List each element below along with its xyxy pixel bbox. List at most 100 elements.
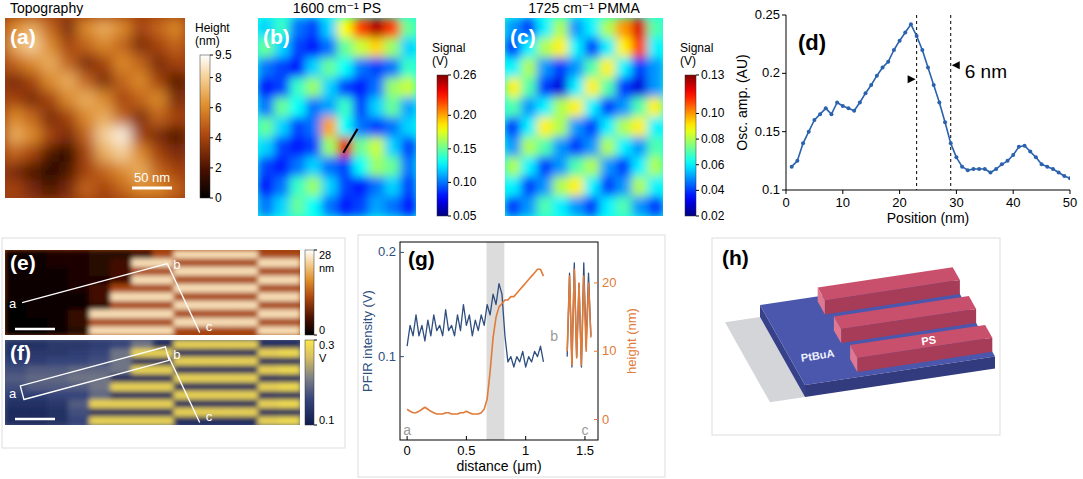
cell [68,250,90,259]
y-tick-label: 0.2 [378,244,396,259]
cell [68,349,90,358]
colorbar-tick-label: 0.02 [701,209,725,223]
image-ground [5,340,300,425]
cell [47,284,69,293]
cell [131,284,153,293]
colorbar-tick [210,55,213,56]
colorbar-tick [448,115,451,116]
cell [59,18,78,37]
colorbar-tick-label: 0.15 [453,142,477,156]
x-axis [786,190,1070,191]
arrowhead [908,75,916,83]
cell [174,327,196,336]
cell [584,58,600,78]
cell [337,157,353,177]
cell [321,196,337,216]
cell [216,293,238,302]
cell [68,310,90,319]
cell [131,318,153,327]
plot-data [407,242,591,440]
image [5,250,300,335]
colorbar-tick-label: 0.10 [453,175,477,189]
cell [258,408,280,417]
data-point [869,83,873,87]
data-point [1023,144,1027,148]
cell [59,108,78,127]
cell [47,293,69,302]
cell [131,310,153,319]
cell [47,310,69,319]
cell [167,54,185,73]
cell [279,276,300,285]
cell [505,58,521,78]
arrowhead [952,61,960,69]
cell [68,391,90,400]
cell [216,366,238,375]
material-label: PS [921,333,937,347]
cell [274,97,290,117]
colorbar-tick [210,107,213,108]
colorbar-label: Height(nm) [195,21,230,48]
colorbar-tick [448,148,451,149]
cell [521,58,537,78]
cell [279,250,300,259]
cell [110,400,132,409]
cell [552,176,568,196]
cell [369,137,385,157]
cell [5,318,27,327]
cell [616,38,632,58]
label-line: (nm) [195,34,220,48]
cell [521,176,537,196]
cell [41,36,60,55]
cell [258,417,280,426]
colorbar-tick-label: 0.20 [453,108,477,122]
cell [131,374,153,383]
label-line: Signal [432,41,465,55]
cell [369,117,385,137]
colorbar [200,55,210,198]
cell [41,54,60,73]
cell [131,357,153,366]
cell [153,408,175,417]
cell [521,196,537,216]
cell [153,400,175,409]
cell [131,383,153,392]
cell [631,157,647,177]
cell [153,327,175,336]
profile-line [22,264,167,303]
colorbar-label: Signal(V) [432,41,465,68]
cell [153,276,175,285]
cell [26,366,48,375]
cell [537,176,553,196]
cell [337,196,353,216]
cell [216,250,238,259]
cells [5,340,300,425]
cell [95,144,114,163]
cell [279,357,300,366]
data-line [407,263,591,367]
cell [274,58,290,78]
panel-title: Topography [10,0,83,16]
cell [110,293,132,302]
cell [153,318,175,327]
panel-frame [358,235,665,477]
cell [505,176,521,196]
cell [321,176,337,196]
colorbar [685,75,696,216]
panel-title: 1600 cm⁻¹ PS [293,0,381,16]
data-point [892,48,896,52]
cell [95,36,114,55]
cell [521,117,537,137]
x-tick [842,190,843,194]
cell [400,196,416,216]
cell [77,162,96,181]
label-line: (V) [432,54,448,68]
cell [5,162,24,181]
y-tick-label: 0.2 [762,65,780,80]
panel-letter: (b) [263,25,290,48]
panel-letter: (f) [10,341,31,364]
cell [353,58,369,78]
cell [41,162,60,181]
x-tick-label: 30 [949,195,963,210]
x-tick-label: 0 [403,443,410,458]
